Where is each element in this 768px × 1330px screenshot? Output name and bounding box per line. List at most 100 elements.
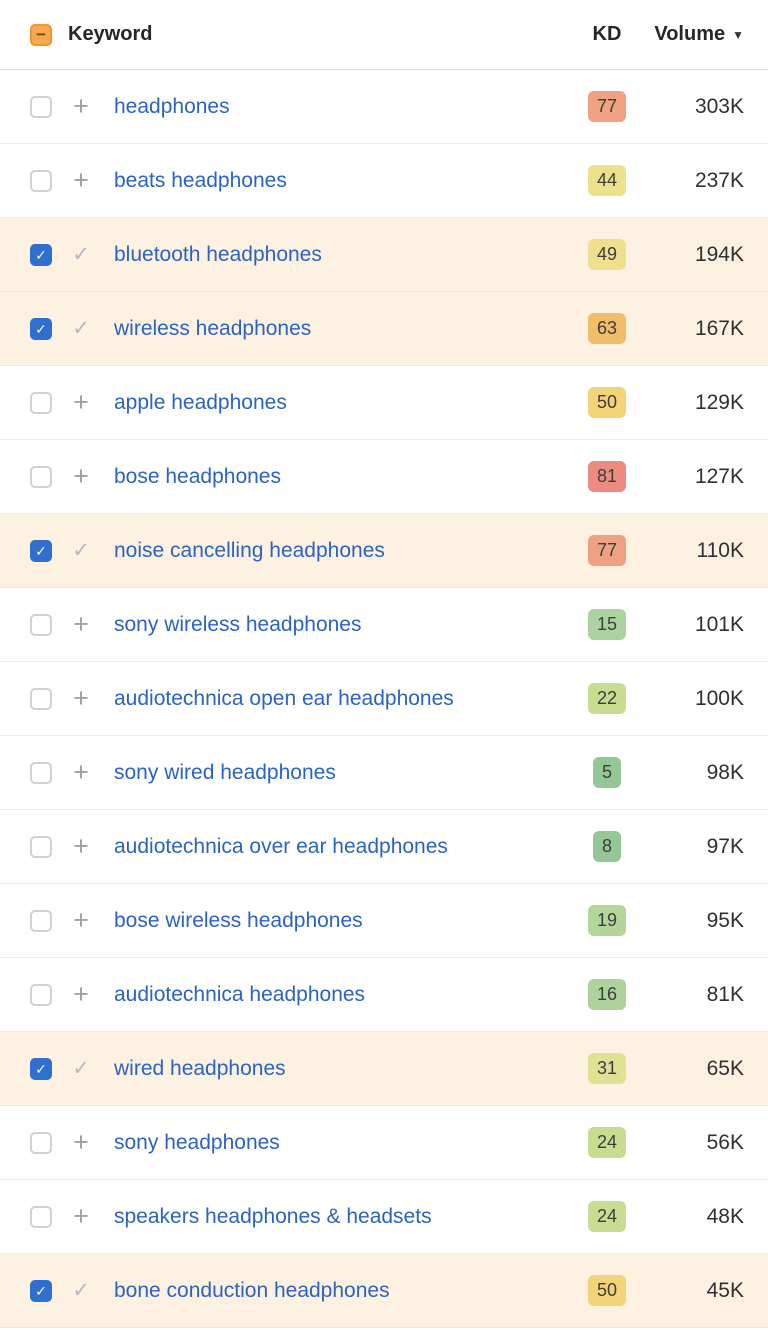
keyword-link[interactable]: sony headphones	[114, 1130, 280, 1154]
keyword-column-header[interactable]: Keyword	[68, 23, 153, 45]
kd-badge: 77	[587, 535, 627, 566]
add-keyword-icon[interactable]: +	[73, 387, 89, 417]
add-keyword-icon[interactable]: +	[73, 683, 89, 713]
row-checkbox[interactable]: ✓	[30, 317, 52, 340]
table-row: ✓ ✓ noise cancelling headphones 77 110K	[0, 514, 768, 588]
keyword-link[interactable]: wireless headphones	[114, 316, 312, 340]
row-checkbox[interactable]: ✓	[30, 539, 52, 562]
select-all-checkbox[interactable]: −	[30, 23, 52, 46]
kd-badge: 16	[587, 979, 627, 1010]
table-row: + beats headphones 44 237K	[0, 144, 768, 218]
row-checkbox[interactable]: ✓	[30, 243, 52, 266]
kd-column-header[interactable]: KD	[592, 23, 622, 45]
volume-value: 81K	[706, 982, 744, 1006]
kd-cell: 24	[575, 1127, 639, 1158]
row-checkbox[interactable]	[30, 687, 52, 710]
kd-badge: 50	[587, 1275, 627, 1306]
kd-cell: 15	[575, 609, 639, 640]
add-keyword-icon[interactable]: +	[73, 905, 89, 935]
add-keyword-icon[interactable]: +	[73, 1127, 89, 1157]
volume-value: 129K	[694, 390, 744, 414]
table-row: + speakers headphones & headsets 24 48K	[0, 1180, 768, 1254]
keyword-link[interactable]: sony wired headphones	[114, 760, 336, 784]
volume-value: 45K	[706, 1278, 744, 1302]
table-row: + bose headphones 81 127K	[0, 440, 768, 514]
row-checkbox[interactable]	[30, 95, 52, 118]
add-keyword-icon[interactable]: +	[73, 609, 89, 639]
keyword-link[interactable]: audiotechnica headphones	[114, 982, 366, 1006]
volume-value: 303K	[694, 94, 744, 118]
volume-value: 95K	[706, 908, 744, 932]
row-checkbox[interactable]: ✓	[30, 1057, 52, 1080]
volume-column-header[interactable]: Volume ▼	[639, 23, 744, 46]
keyword-link[interactable]: apple headphones	[114, 390, 287, 414]
table-row: ✓ ✓ bluetooth headphones 49 194K	[0, 218, 768, 292]
row-checkbox[interactable]	[30, 613, 52, 636]
row-checkbox[interactable]	[30, 391, 52, 414]
volume-value: 127K	[694, 464, 744, 488]
table-row: + bose wireless headphones 19 95K	[0, 884, 768, 958]
row-checkbox[interactable]: ✓	[30, 1279, 52, 1302]
kd-cell: 50	[575, 1275, 639, 1306]
kd-badge: 15	[587, 609, 627, 640]
added-check-icon[interactable]: ✓	[72, 1057, 90, 1080]
keyword-link[interactable]: noise cancelling headphones	[114, 538, 385, 562]
keyword-link[interactable]: audiotechnica over ear headphones	[114, 834, 448, 858]
volume-value: 237K	[694, 168, 744, 192]
kd-cell: 31	[575, 1053, 639, 1084]
kd-cell: 19	[575, 905, 639, 936]
volume-value: 98K	[706, 760, 744, 784]
added-check-icon[interactable]: ✓	[72, 243, 90, 266]
add-keyword-icon[interactable]: +	[73, 1201, 89, 1231]
add-keyword-icon[interactable]: +	[73, 757, 89, 787]
row-checkbox[interactable]	[30, 169, 52, 192]
volume-value: 194K	[694, 242, 744, 266]
add-keyword-icon[interactable]: +	[73, 979, 89, 1009]
kd-cell: 8	[575, 831, 639, 862]
keyword-link[interactable]: speakers headphones & headsets	[114, 1204, 432, 1228]
added-check-icon[interactable]: ✓	[72, 539, 90, 562]
keyword-link[interactable]: bose headphones	[114, 464, 281, 488]
keyword-link[interactable]: bluetooth headphones	[114, 242, 322, 266]
row-checkbox[interactable]	[30, 1205, 52, 1228]
add-keyword-icon[interactable]: +	[73, 165, 89, 195]
add-keyword-icon[interactable]: +	[73, 461, 89, 491]
kd-badge: 19	[587, 905, 627, 936]
kd-cell: 63	[575, 313, 639, 344]
volume-value: 65K	[706, 1056, 744, 1080]
row-checkbox[interactable]	[30, 761, 52, 784]
add-keyword-icon[interactable]: +	[73, 831, 89, 861]
table-header: − Keyword KD Volume ▼	[0, 0, 768, 70]
volume-value: 110K	[696, 538, 745, 562]
keyword-link[interactable]: wired headphones	[114, 1056, 286, 1080]
keyword-link[interactable]: bone conduction headphones	[114, 1278, 390, 1302]
keyword-link[interactable]: audiotechnica open ear headphones	[114, 686, 454, 710]
row-checkbox[interactable]	[30, 909, 52, 932]
kd-cell: 16	[575, 979, 639, 1010]
kd-badge: 8	[592, 831, 621, 862]
volume-value: 97K	[706, 834, 744, 858]
kd-cell: 77	[575, 91, 639, 122]
kd-badge: 49	[587, 239, 627, 270]
keyword-link[interactable]: beats headphones	[114, 168, 287, 192]
keyword-link[interactable]: bose wireless headphones	[114, 908, 363, 932]
kd-badge: 77	[587, 91, 627, 122]
table-row: ✓ ✓ bone conduction headphones 50 45K	[0, 1254, 768, 1328]
minus-icon: −	[36, 25, 46, 44]
table-row: ✓ ✓ wired headphones 31 65K	[0, 1032, 768, 1106]
add-keyword-icon[interactable]: +	[73, 91, 89, 121]
kd-badge: 50	[587, 387, 627, 418]
keyword-link[interactable]: sony wireless headphones	[114, 612, 362, 636]
table-row: + audiotechnica over ear headphones 8 97…	[0, 810, 768, 884]
kd-cell: 81	[575, 461, 639, 492]
added-check-icon[interactable]: ✓	[72, 1279, 90, 1302]
row-checkbox[interactable]	[30, 465, 52, 488]
row-checkbox[interactable]	[30, 1131, 52, 1154]
added-check-icon[interactable]: ✓	[72, 317, 90, 340]
table-row: + sony headphones 24 56K	[0, 1106, 768, 1180]
row-checkbox[interactable]	[30, 835, 52, 858]
kd-cell: 77	[575, 535, 639, 566]
keyword-link[interactable]: headphones	[114, 94, 230, 118]
row-checkbox[interactable]	[30, 983, 52, 1006]
